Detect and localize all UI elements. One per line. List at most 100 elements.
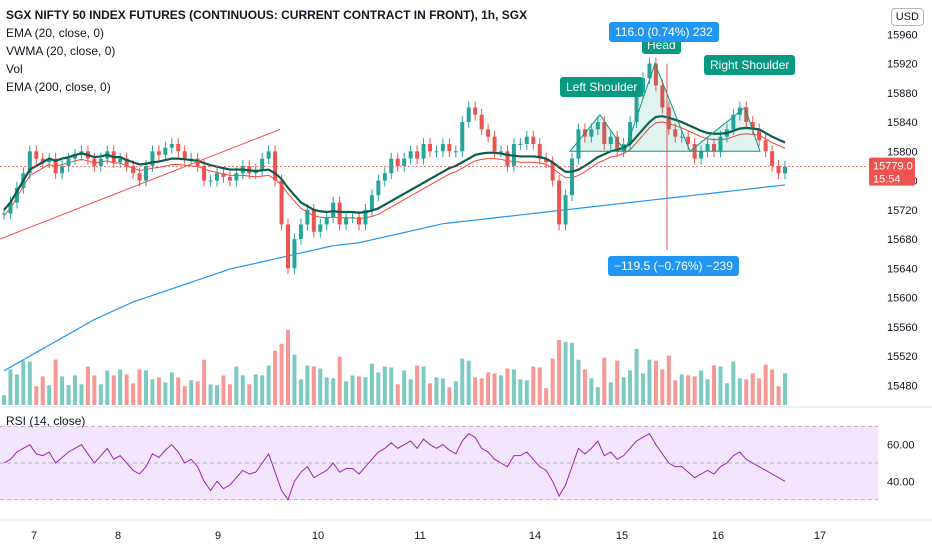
candle-body — [673, 129, 678, 137]
candle-body — [466, 107, 471, 123]
volume-bar — [634, 348, 639, 405]
volume-bar — [344, 381, 349, 405]
candle-body — [544, 158, 549, 163]
volume-bar — [221, 375, 226, 405]
price-tick-label: 15720 — [887, 205, 918, 217]
candle-body — [14, 187, 19, 203]
volume-bar — [266, 365, 271, 405]
candle-body — [131, 165, 136, 174]
volume-bar — [253, 374, 258, 405]
volume-bar — [518, 379, 523, 405]
volume-bar — [537, 367, 542, 405]
candle-body — [363, 209, 368, 225]
candle-body — [382, 173, 387, 181]
candle-body — [712, 143, 716, 152]
candle-body — [395, 158, 400, 166]
price-tick-label: 15800 — [887, 146, 918, 158]
volume-bar — [150, 379, 155, 405]
candle-body — [428, 143, 432, 152]
volume-bar — [679, 374, 684, 405]
volume-bar — [499, 375, 503, 405]
volume-bar — [757, 378, 762, 405]
volume-bar — [40, 376, 45, 405]
volume-bar — [60, 376, 65, 405]
candle-body — [705, 143, 710, 152]
volume-bar — [776, 386, 781, 405]
candle-body — [350, 217, 355, 219]
volume-bar — [85, 366, 90, 405]
candle-body — [589, 129, 594, 137]
volume-bar — [8, 369, 13, 405]
volume-bar — [298, 379, 303, 405]
time-tick-label: 11 — [414, 530, 425, 542]
volume-bar — [415, 365, 420, 405]
right-shoulder-label: Right Shoulder — [704, 55, 796, 75]
candle-body — [524, 136, 529, 144]
candle-body — [98, 158, 103, 166]
volume-bar — [641, 373, 645, 405]
chart-legend: SGX NIFTY 50 INDEX FUTURES (CONTINUOUS: … — [6, 6, 527, 96]
volume-bar — [215, 385, 219, 405]
volume-bar — [2, 395, 6, 405]
left-shoulder-label: Left Shoulder — [560, 77, 644, 97]
candle-body — [92, 158, 97, 166]
candle-body — [770, 151, 775, 166]
volume-bar — [783, 373, 787, 405]
time-tick-label: 8 — [115, 530, 121, 542]
candle-body — [357, 217, 361, 225]
price-tick-label: 15480 — [887, 380, 918, 392]
candle-body — [337, 202, 342, 225]
time-tick-label: 10 — [312, 530, 324, 542]
volume-bar — [350, 375, 355, 405]
volume-bar — [260, 375, 265, 405]
volume-bar — [770, 369, 775, 405]
volume-bar — [163, 382, 168, 405]
volume-bar — [479, 378, 484, 405]
rsi-tick-label: 40.00 — [887, 476, 915, 488]
volume-bar — [447, 387, 452, 405]
candle-body — [699, 151, 704, 159]
volume-bar — [73, 375, 77, 405]
volume-bar — [189, 380, 194, 405]
candle-body — [389, 158, 394, 174]
candle-body — [124, 158, 129, 166]
candle-body — [402, 158, 407, 166]
volume-bar — [731, 361, 736, 405]
candle-body — [615, 136, 620, 152]
candle-body — [73, 154, 77, 159]
volume-bar — [389, 367, 394, 405]
volume-bar — [382, 366, 387, 405]
candle-body — [440, 143, 445, 152]
time-tick-label: 16 — [712, 530, 724, 542]
candle-body — [757, 129, 762, 141]
volume-bar — [750, 373, 755, 405]
volume-bar — [408, 379, 413, 405]
price-tick-label: 15560 — [887, 322, 918, 334]
candle-body — [331, 202, 336, 218]
candle-body — [783, 166, 787, 174]
volume-bar — [331, 378, 336, 405]
price-tick-label: 15840 — [887, 117, 918, 129]
head-shoulders-pattern — [568, 62, 761, 153]
time-tick-label: 17 — [814, 530, 826, 542]
volume-bar — [247, 384, 252, 405]
candle-body — [60, 165, 65, 174]
volume-bar — [395, 384, 400, 405]
candle-body — [182, 151, 187, 159]
volume-bar — [744, 379, 749, 405]
rsi-band — [0, 426, 878, 500]
volume-bar — [34, 386, 39, 405]
volume-bar — [137, 369, 142, 405]
measure-down-label: −119.5 (−0.76%) −239 — [608, 256, 739, 276]
currency-button[interactable]: USD — [890, 8, 924, 26]
candle-body — [660, 85, 665, 108]
volume-bar — [712, 365, 716, 405]
volume-bar — [169, 372, 174, 405]
ema200-line — [3, 184, 786, 372]
volume-bar — [724, 383, 729, 405]
volume-bar — [118, 369, 123, 405]
volume-bar — [124, 374, 129, 405]
volume-bar — [692, 376, 697, 405]
candle-body — [34, 151, 39, 159]
